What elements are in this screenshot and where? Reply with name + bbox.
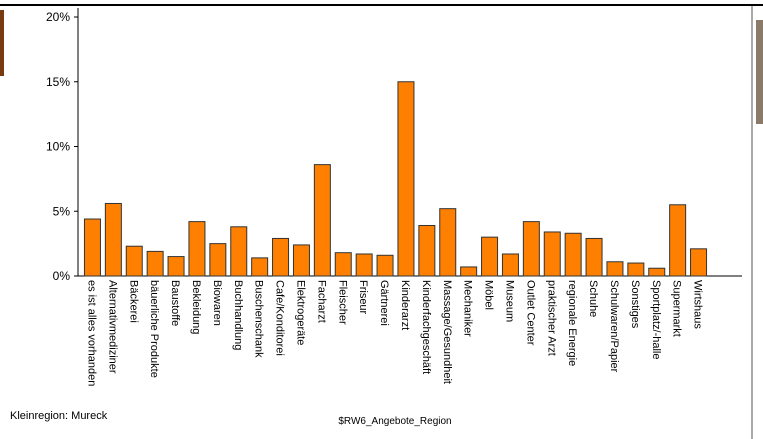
x-tick-label: Facharzt	[315, 280, 327, 323]
side-thumbnail	[756, 20, 763, 124]
x-tick-label: Museum	[503, 280, 515, 322]
x-tick-label: Gärtnerei	[378, 280, 390, 326]
bar	[397, 81, 415, 277]
bar	[543, 231, 561, 277]
top-border	[0, 4, 763, 6]
x-tick-label: Möbel	[483, 280, 495, 310]
bar	[501, 253, 519, 277]
bar	[418, 224, 436, 277]
bar	[355, 253, 373, 277]
bar	[167, 256, 185, 277]
bar	[146, 250, 164, 277]
x-tick-label: Wirtshaus	[692, 280, 704, 329]
y-tick-label: 0%	[53, 269, 71, 283]
x-tick-label: Biowaren	[211, 280, 223, 326]
x-tick-label: Outlet Center	[524, 280, 536, 346]
bar	[209, 243, 227, 277]
x-tick-label: Cafe/Konditorei	[274, 280, 286, 356]
x-tick-label: Mechaniker	[462, 280, 474, 337]
bar	[188, 221, 206, 277]
x-tick-label: Alternativmediziner	[106, 280, 118, 374]
x-tick-label: Bäckerei	[127, 280, 139, 323]
bar	[439, 208, 457, 277]
x-tick-label: Kinderarzt	[399, 280, 411, 330]
x-tick-label: regionale Energie	[566, 280, 578, 366]
y-tick-label: 15%	[46, 75, 70, 89]
x-tick-label: Buchhandlung	[232, 280, 244, 350]
bar	[460, 266, 478, 277]
bar	[125, 245, 143, 277]
note: Kleinregion: Mureck	[10, 410, 108, 422]
x-tick-label: praktischer Arzt	[545, 280, 557, 356]
bar	[690, 248, 708, 277]
x-tick-label: Buschenschank	[253, 280, 265, 358]
x-tick-label: Schuhe	[587, 280, 599, 317]
x-tick-label: Massage/Gesundheit	[441, 280, 453, 384]
bar	[669, 204, 687, 277]
x-tick-label: Sonstiges	[629, 280, 641, 329]
bar	[272, 237, 290, 277]
x-tick-label: Elektrogeräte	[294, 280, 306, 345]
bar	[292, 244, 310, 277]
y-tick-label: 20%	[46, 10, 70, 24]
left-edge	[0, 10, 4, 76]
bar	[83, 218, 101, 277]
bar	[313, 164, 331, 277]
bar	[104, 202, 122, 277]
x-tick-label: Schulwaren/Papier	[608, 280, 620, 373]
x-tick-label: Baustoffe	[169, 280, 181, 326]
y-tick-label: 5%	[53, 204, 71, 218]
bar	[376, 254, 394, 277]
x-tick-label: Fleischer	[336, 280, 348, 325]
x-axis-title: $RW6_Angebote_Region	[338, 416, 451, 427]
y-tick-label: 10%	[46, 140, 70, 154]
bar	[230, 226, 248, 277]
x-tick-label: Bekleidung	[190, 280, 202, 334]
bar	[564, 232, 582, 277]
bar	[251, 257, 269, 277]
x-tick-label: bäuerliche Produkte	[148, 280, 160, 378]
x-tick-label: Sportplatz/-halle	[650, 280, 662, 360]
x-tick-label: Kinderfachgeschäft	[420, 280, 432, 374]
x-tick-label: es ist alles vorhanden	[85, 280, 97, 386]
bar	[648, 267, 666, 277]
x-tick-label: Friseur	[357, 280, 369, 315]
bar	[606, 261, 624, 277]
bar	[585, 237, 603, 277]
bar	[334, 252, 352, 277]
bar	[627, 262, 645, 277]
x-tick-label: Supermarkt	[671, 280, 683, 337]
bar	[481, 236, 499, 277]
bar	[522, 221, 540, 277]
